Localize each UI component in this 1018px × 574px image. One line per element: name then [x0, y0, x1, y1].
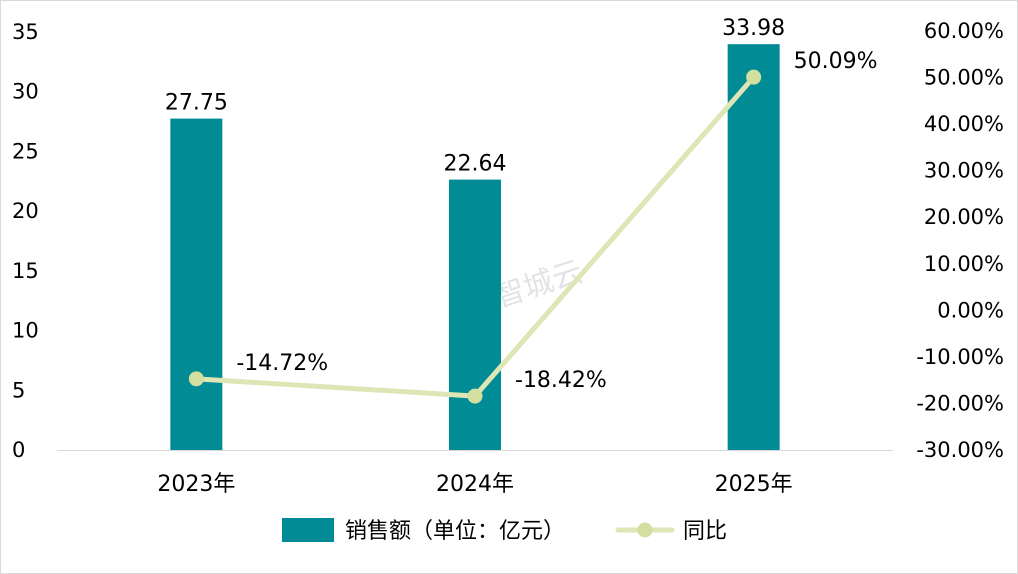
x-axis: 2023年 2024年 2025年	[57, 450, 893, 497]
right-tick-label: 0.00%	[937, 298, 1004, 322]
line-point	[188, 371, 204, 387]
bar-series: 27.75 22.64 33.98	[165, 16, 785, 451]
legend: 销售额（单位：亿元） 同比	[282, 518, 727, 544]
bar	[727, 44, 780, 451]
left-tick-label: 30	[12, 80, 39, 104]
bar	[449, 179, 501, 450]
bar-data-label: 27.75	[165, 91, 228, 116]
right-tick-label: 60.00%	[924, 19, 1004, 43]
category-label: 2025年	[715, 472, 793, 497]
right-tick-label: 50.00%	[924, 66, 1004, 90]
left-tick-label: 20	[12, 199, 39, 223]
right-tick-label: -20.00%	[916, 391, 1004, 415]
category-label: 2023年	[157, 472, 235, 497]
right-tick-label: -10.00%	[916, 345, 1004, 369]
right-tick-label: 20.00%	[924, 205, 1004, 229]
bar	[170, 118, 223, 450]
left-tick-label: 10	[12, 319, 39, 343]
left-tick-label: 5	[12, 378, 25, 402]
left-tick-label: 0	[12, 438, 25, 462]
bar-data-label: 22.64	[444, 152, 507, 177]
line-data-label: -14.72%	[236, 351, 328, 376]
right-tick-label: 10.00%	[924, 252, 1004, 276]
line-point	[746, 69, 762, 85]
legend-line-marker	[637, 522, 653, 538]
left-axis: 0 5 10 15 20 25 30 35	[12, 20, 39, 462]
category-label: 2024年	[436, 472, 514, 497]
legend-label-yoy: 同比	[683, 519, 727, 544]
left-tick-label: 25	[12, 139, 39, 163]
line-point	[467, 388, 483, 404]
bar-data-label: 33.98	[722, 16, 785, 41]
right-axis: -30.00% -20.00% -10.00% 0.00% 10.00% 20.00% 30…	[916, 19, 1004, 462]
right-tick-label: 40.00%	[924, 112, 1004, 136]
line-data-label: 50.09%	[794, 49, 878, 74]
left-tick-label: 35	[12, 20, 39, 44]
right-tick-label: -30.00%	[916, 438, 1004, 462]
line-series: -14.72% -18.42% 50.09%	[188, 49, 878, 404]
line-data-label: -18.42%	[515, 368, 607, 393]
left-tick-label: 15	[12, 259, 39, 283]
right-tick-label: 30.00%	[924, 159, 1004, 183]
legend-bar-swatch	[282, 518, 334, 542]
legend-label-sales: 销售额（单位：亿元）	[345, 519, 565, 544]
